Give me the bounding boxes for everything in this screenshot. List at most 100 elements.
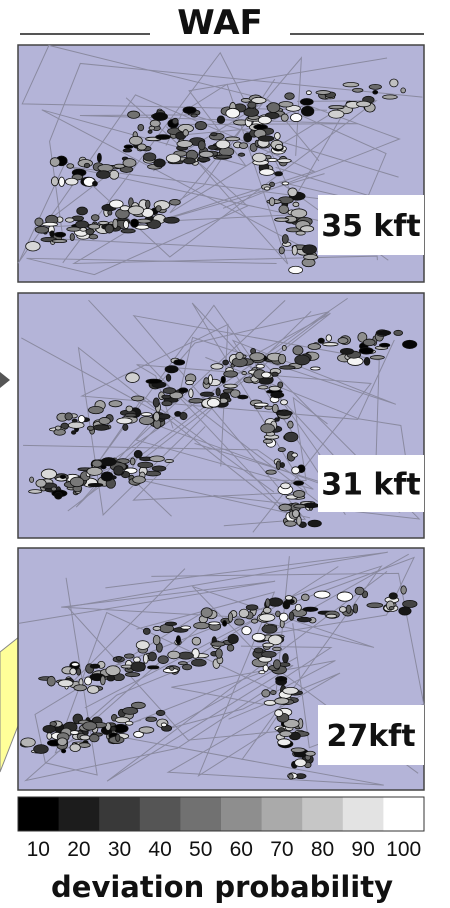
storm-cell (124, 145, 133, 149)
storm-cell (246, 605, 258, 610)
storm-cell (156, 135, 171, 140)
storm-cell (217, 116, 224, 124)
storm-cell (295, 355, 310, 365)
storm-cell (252, 633, 265, 641)
storm-cell (143, 628, 150, 634)
storm-cell (204, 378, 209, 385)
storm-cell (141, 413, 152, 416)
storm-cell (329, 110, 344, 118)
colorbar-tick-label: 70 (270, 838, 293, 861)
storm-cell (241, 98, 250, 102)
storm-cell (244, 108, 259, 116)
storm-cell (225, 137, 240, 141)
storm-cell (306, 91, 311, 95)
storm-cell (52, 239, 67, 242)
storm-cell (250, 353, 265, 361)
storm-cell (55, 232, 66, 237)
storm-cell (149, 126, 155, 130)
storm-cell (195, 121, 206, 129)
storm-cell (109, 401, 122, 407)
storm-cell (291, 748, 305, 753)
storm-cell (294, 504, 306, 508)
storm-cell (201, 608, 212, 618)
storm-cell (125, 721, 133, 725)
storm-cell (277, 159, 291, 163)
storm-cell (271, 392, 284, 397)
storm-cell (318, 338, 324, 343)
storm-cell (323, 343, 338, 346)
storm-cell (278, 382, 283, 388)
storm-cell (259, 614, 275, 621)
storm-cell (78, 416, 85, 423)
storm-cell (153, 635, 160, 644)
colorbar-segment (221, 797, 262, 831)
storm-cell (282, 182, 289, 185)
storm-cell (275, 144, 282, 149)
storm-cell (263, 607, 271, 613)
storm-cell (216, 140, 230, 149)
storm-cell (77, 207, 88, 215)
storm-cell (90, 734, 100, 742)
storm-cell (145, 471, 160, 476)
storm-cell (65, 218, 74, 222)
storm-cell (172, 118, 178, 124)
storm-cell (280, 463, 284, 468)
storm-cell (258, 386, 268, 389)
storm-cell (248, 102, 256, 108)
storm-cell (130, 458, 135, 465)
storm-cell (292, 453, 298, 457)
storm-cell (326, 614, 337, 618)
storm-cell (74, 685, 87, 691)
colorbar-segment (99, 797, 140, 831)
storm-cell (308, 343, 321, 349)
storm-cell (209, 622, 220, 625)
storm-cell (128, 206, 143, 215)
storm-cell (125, 672, 140, 676)
storm-cell (156, 710, 165, 715)
storm-cell (152, 466, 166, 471)
storm-cell (59, 177, 65, 186)
storm-cell (262, 690, 270, 697)
storm-cell (139, 727, 154, 733)
colorbar-tick-label: 10 (27, 838, 50, 861)
storm-cell (72, 419, 77, 422)
storm-cell (337, 592, 352, 601)
storm-cell (301, 594, 309, 601)
storm-cell (150, 456, 165, 462)
storm-cell (139, 417, 153, 425)
storm-cell (259, 671, 265, 674)
storm-cell (367, 603, 383, 608)
storm-cell (146, 379, 162, 384)
storm-cell (363, 339, 375, 346)
storm-cell (364, 357, 370, 365)
storm-cell (191, 114, 197, 117)
storm-cell (65, 178, 78, 185)
arrow-tip (0, 372, 10, 388)
storm-cell (57, 738, 67, 746)
storm-cell (123, 220, 128, 228)
storm-cell (60, 475, 66, 479)
storm-cell (147, 666, 159, 669)
storm-cell (283, 687, 299, 694)
colorbar-segment (343, 797, 384, 831)
storm-cell (281, 114, 288, 121)
storm-cell (239, 609, 249, 617)
storm-cell (132, 396, 144, 401)
storm-cell (126, 406, 133, 412)
storm-cell (207, 398, 220, 407)
storm-cell (234, 619, 244, 625)
colorbar-segment (302, 797, 343, 831)
storm-cell (211, 364, 223, 370)
storm-cell (146, 717, 157, 722)
storm-cell (184, 158, 196, 164)
storm-cell (340, 348, 353, 354)
storm-cell (338, 338, 348, 344)
colorbar-segment (383, 797, 424, 831)
storm-cell (92, 460, 102, 467)
storm-cell (101, 472, 113, 481)
storm-cell (54, 492, 62, 499)
storm-cell (93, 425, 109, 431)
storm-cell (70, 744, 80, 752)
storm-cell (293, 202, 299, 206)
storm-cell (70, 668, 77, 675)
